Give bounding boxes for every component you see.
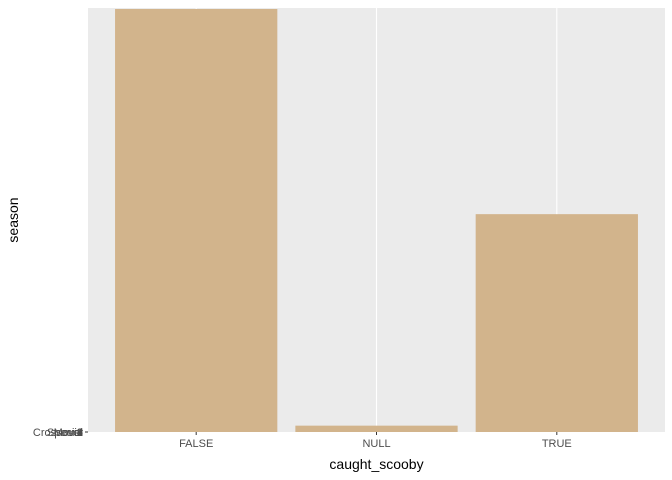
y-tick-label: 1: [77, 427, 83, 439]
bar-true: [475, 214, 638, 432]
bar-null: [295, 425, 458, 432]
y-tick-label: Movie: [54, 427, 83, 439]
y-tick-label: 4: [77, 427, 83, 439]
x-tick-label: TRUE: [542, 438, 572, 450]
y-tick-label: Crossover: [33, 427, 83, 439]
bars: [115, 9, 638, 432]
y-axis-title: season: [5, 197, 21, 242]
y-tick-label: 3: [77, 427, 83, 439]
x-axis-title: caught_scooby: [329, 456, 423, 472]
x-tick-label: NULL: [362, 438, 390, 450]
x-tick-label: FALSE: [179, 438, 213, 450]
y-tick-label: Special: [47, 427, 83, 439]
bar-false: [115, 9, 278, 432]
y-tick-label: 2: [77, 427, 83, 439]
x-axis-ticks: FALSE NULL TRUE: [179, 432, 572, 450]
